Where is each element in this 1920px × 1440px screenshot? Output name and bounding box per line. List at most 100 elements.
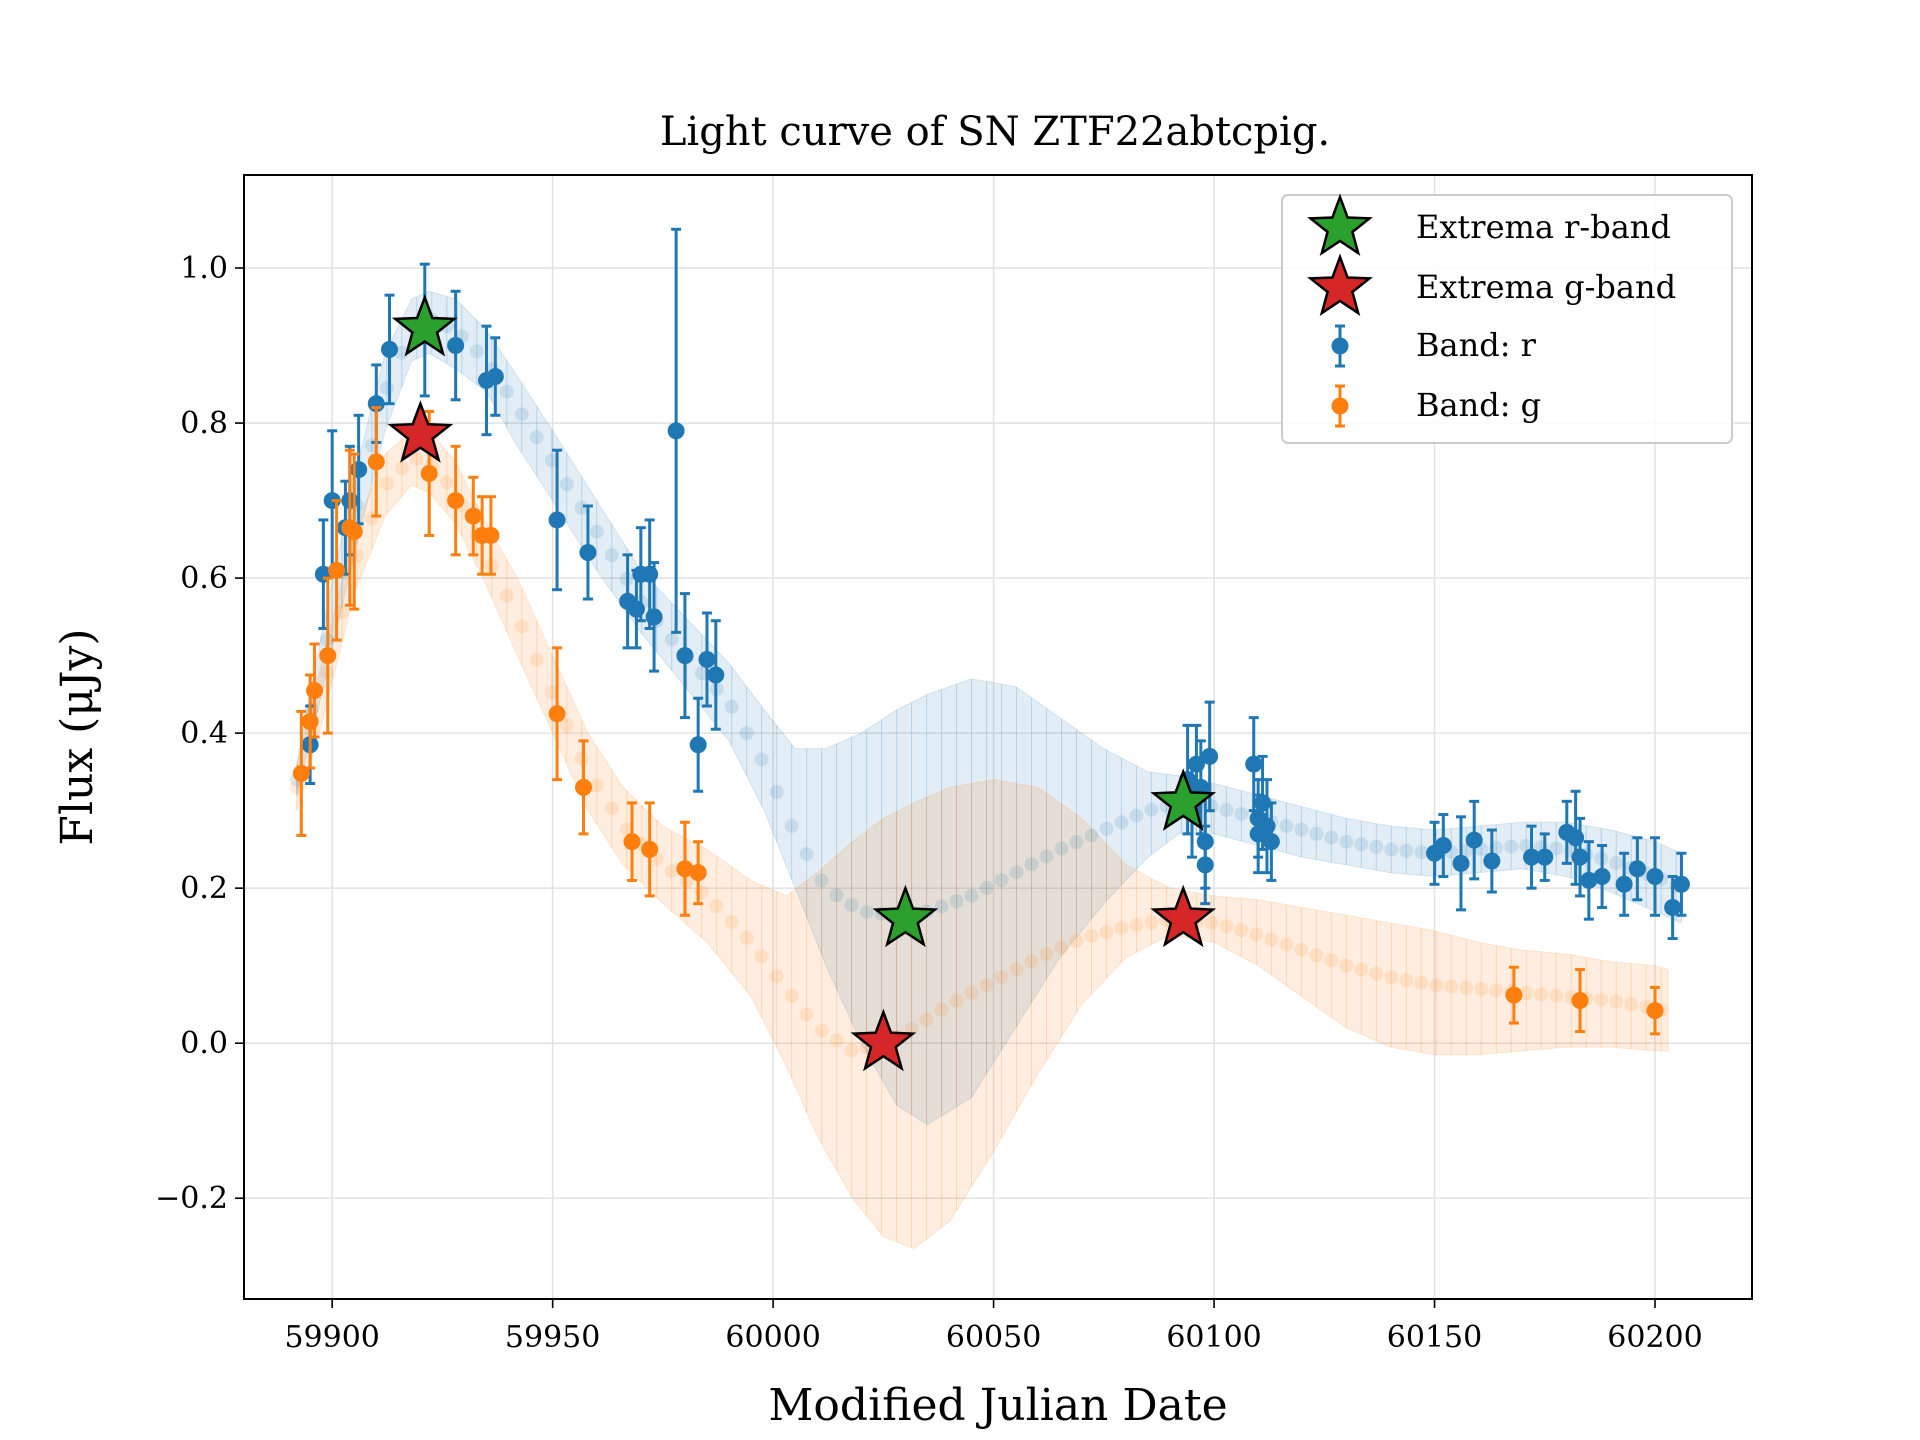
gp-mean-point — [739, 726, 754, 741]
y-tick-label: −0.2 — [155, 1181, 228, 1216]
gp-mean-point — [964, 985, 979, 1000]
data-errorbars — [292, 227, 1690, 1036]
gp-mean-point — [1414, 975, 1429, 990]
data-point-marker — [698, 650, 716, 668]
gp-mean-point — [919, 1012, 934, 1027]
gp-mean-point — [379, 476, 394, 491]
legend-marker — [1331, 397, 1349, 415]
data-point — [579, 504, 597, 601]
data-point-marker — [707, 666, 725, 684]
gp-mean-point — [529, 430, 544, 445]
data-point-marker — [1452, 854, 1470, 872]
legend-label: Band: g — [1416, 386, 1541, 424]
data-point-marker — [575, 778, 593, 796]
gp-mean-point — [499, 384, 514, 399]
data-point-marker — [1628, 860, 1646, 878]
data-point-marker — [645, 608, 663, 626]
gp-mean-point — [1459, 980, 1474, 995]
data-point — [1646, 985, 1664, 1036]
data-point — [464, 475, 482, 557]
gp-mean-point — [1369, 966, 1384, 981]
gp-mean-point — [379, 380, 394, 395]
x-tick-label: 59900 — [284, 1320, 379, 1355]
data-point-marker — [1465, 831, 1483, 849]
gp-mean-point — [1339, 834, 1354, 849]
data-point-marker — [306, 681, 324, 699]
data-point — [345, 452, 363, 611]
data-point — [306, 642, 324, 739]
gp-mean-point — [469, 344, 484, 359]
gp-mean-point — [1144, 915, 1159, 930]
gp-mean-point — [619, 822, 634, 837]
data-point — [667, 227, 685, 634]
gp-mean-point — [844, 898, 859, 913]
extrema-star — [872, 884, 939, 948]
extrema-star — [1150, 768, 1217, 831]
gp-mean-point — [1609, 855, 1624, 870]
data-point-marker — [1245, 755, 1263, 773]
data-point — [1571, 968, 1589, 1034]
data-point-marker — [1483, 852, 1501, 870]
gp-mean-point — [769, 785, 784, 800]
data-point-marker — [1646, 868, 1664, 886]
data-point-marker — [345, 523, 363, 541]
legend: Extrema r-band Extrema g-band Band: r Band:… — [1281, 193, 1733, 444]
data-point — [1465, 799, 1483, 881]
data-point-marker — [486, 368, 504, 386]
gp-mean-point — [769, 969, 784, 984]
gp-mean-point — [1219, 803, 1234, 818]
data-point — [548, 646, 566, 782]
data-point-marker — [1262, 833, 1280, 851]
gp-mean-point — [544, 453, 559, 468]
gp-mean-point — [1024, 857, 1039, 872]
gp-mean-point — [1234, 923, 1249, 938]
gp-mean-point — [964, 888, 979, 903]
data-point — [319, 576, 337, 735]
x-tick-label: 60000 — [725, 1320, 820, 1355]
gp-mean-point — [394, 460, 409, 475]
y-tick-label: 0.0 — [180, 1026, 228, 1061]
data-point — [381, 293, 399, 406]
data-point-marker — [1593, 868, 1611, 886]
data-point-marker — [464, 507, 482, 525]
extrema-star — [1150, 884, 1217, 948]
data-point-marker — [1536, 848, 1554, 866]
gp-mean-point — [1009, 865, 1024, 880]
gp-mean-point — [1144, 802, 1159, 817]
data-point — [1249, 793, 1267, 875]
gp-mean-point — [1039, 947, 1054, 962]
gp-mean-point — [1489, 983, 1504, 998]
y-tick-label: 0.4 — [180, 716, 228, 751]
gp-mean-point — [1399, 973, 1414, 988]
gp-mean-point — [604, 548, 619, 563]
gp-mean-point — [799, 1007, 814, 1022]
gp-mean-point — [1354, 837, 1369, 852]
gp-mean-point — [409, 452, 424, 467]
gp-mean-point — [1264, 932, 1279, 947]
y-axis-ticks: −0.2 0.0 0.2 0.4 0.6 0.8 1.0 — [155, 251, 244, 1216]
y-tick-label: 0.2 — [180, 871, 228, 906]
gp-mean-point — [1129, 918, 1144, 933]
legend-box — [1281, 194, 1733, 444]
data-point-marker — [447, 337, 465, 355]
x-tick-label: 60200 — [1607, 1320, 1702, 1355]
data-point-marker — [447, 492, 465, 510]
gp-mean-point — [544, 685, 559, 700]
data-point — [1571, 816, 1589, 898]
gp-mean-point — [1234, 806, 1249, 821]
gp-mean-point — [814, 873, 829, 888]
data-point-marker — [676, 860, 694, 878]
extrema-star — [850, 1008, 917, 1072]
data-point-marker — [676, 647, 694, 665]
data-point-marker — [548, 705, 566, 723]
gp-mean-point — [1609, 994, 1624, 1009]
gp-mean-point — [949, 993, 964, 1008]
data-point-marker — [367, 453, 385, 471]
data-point-marker — [641, 565, 659, 583]
data-point — [1593, 844, 1611, 910]
gp-mean-point — [934, 899, 949, 914]
data-point — [486, 336, 504, 417]
gp-mean-point — [1384, 970, 1399, 985]
gp-mean-point — [1069, 835, 1084, 850]
gp-mean-point — [844, 1043, 859, 1058]
